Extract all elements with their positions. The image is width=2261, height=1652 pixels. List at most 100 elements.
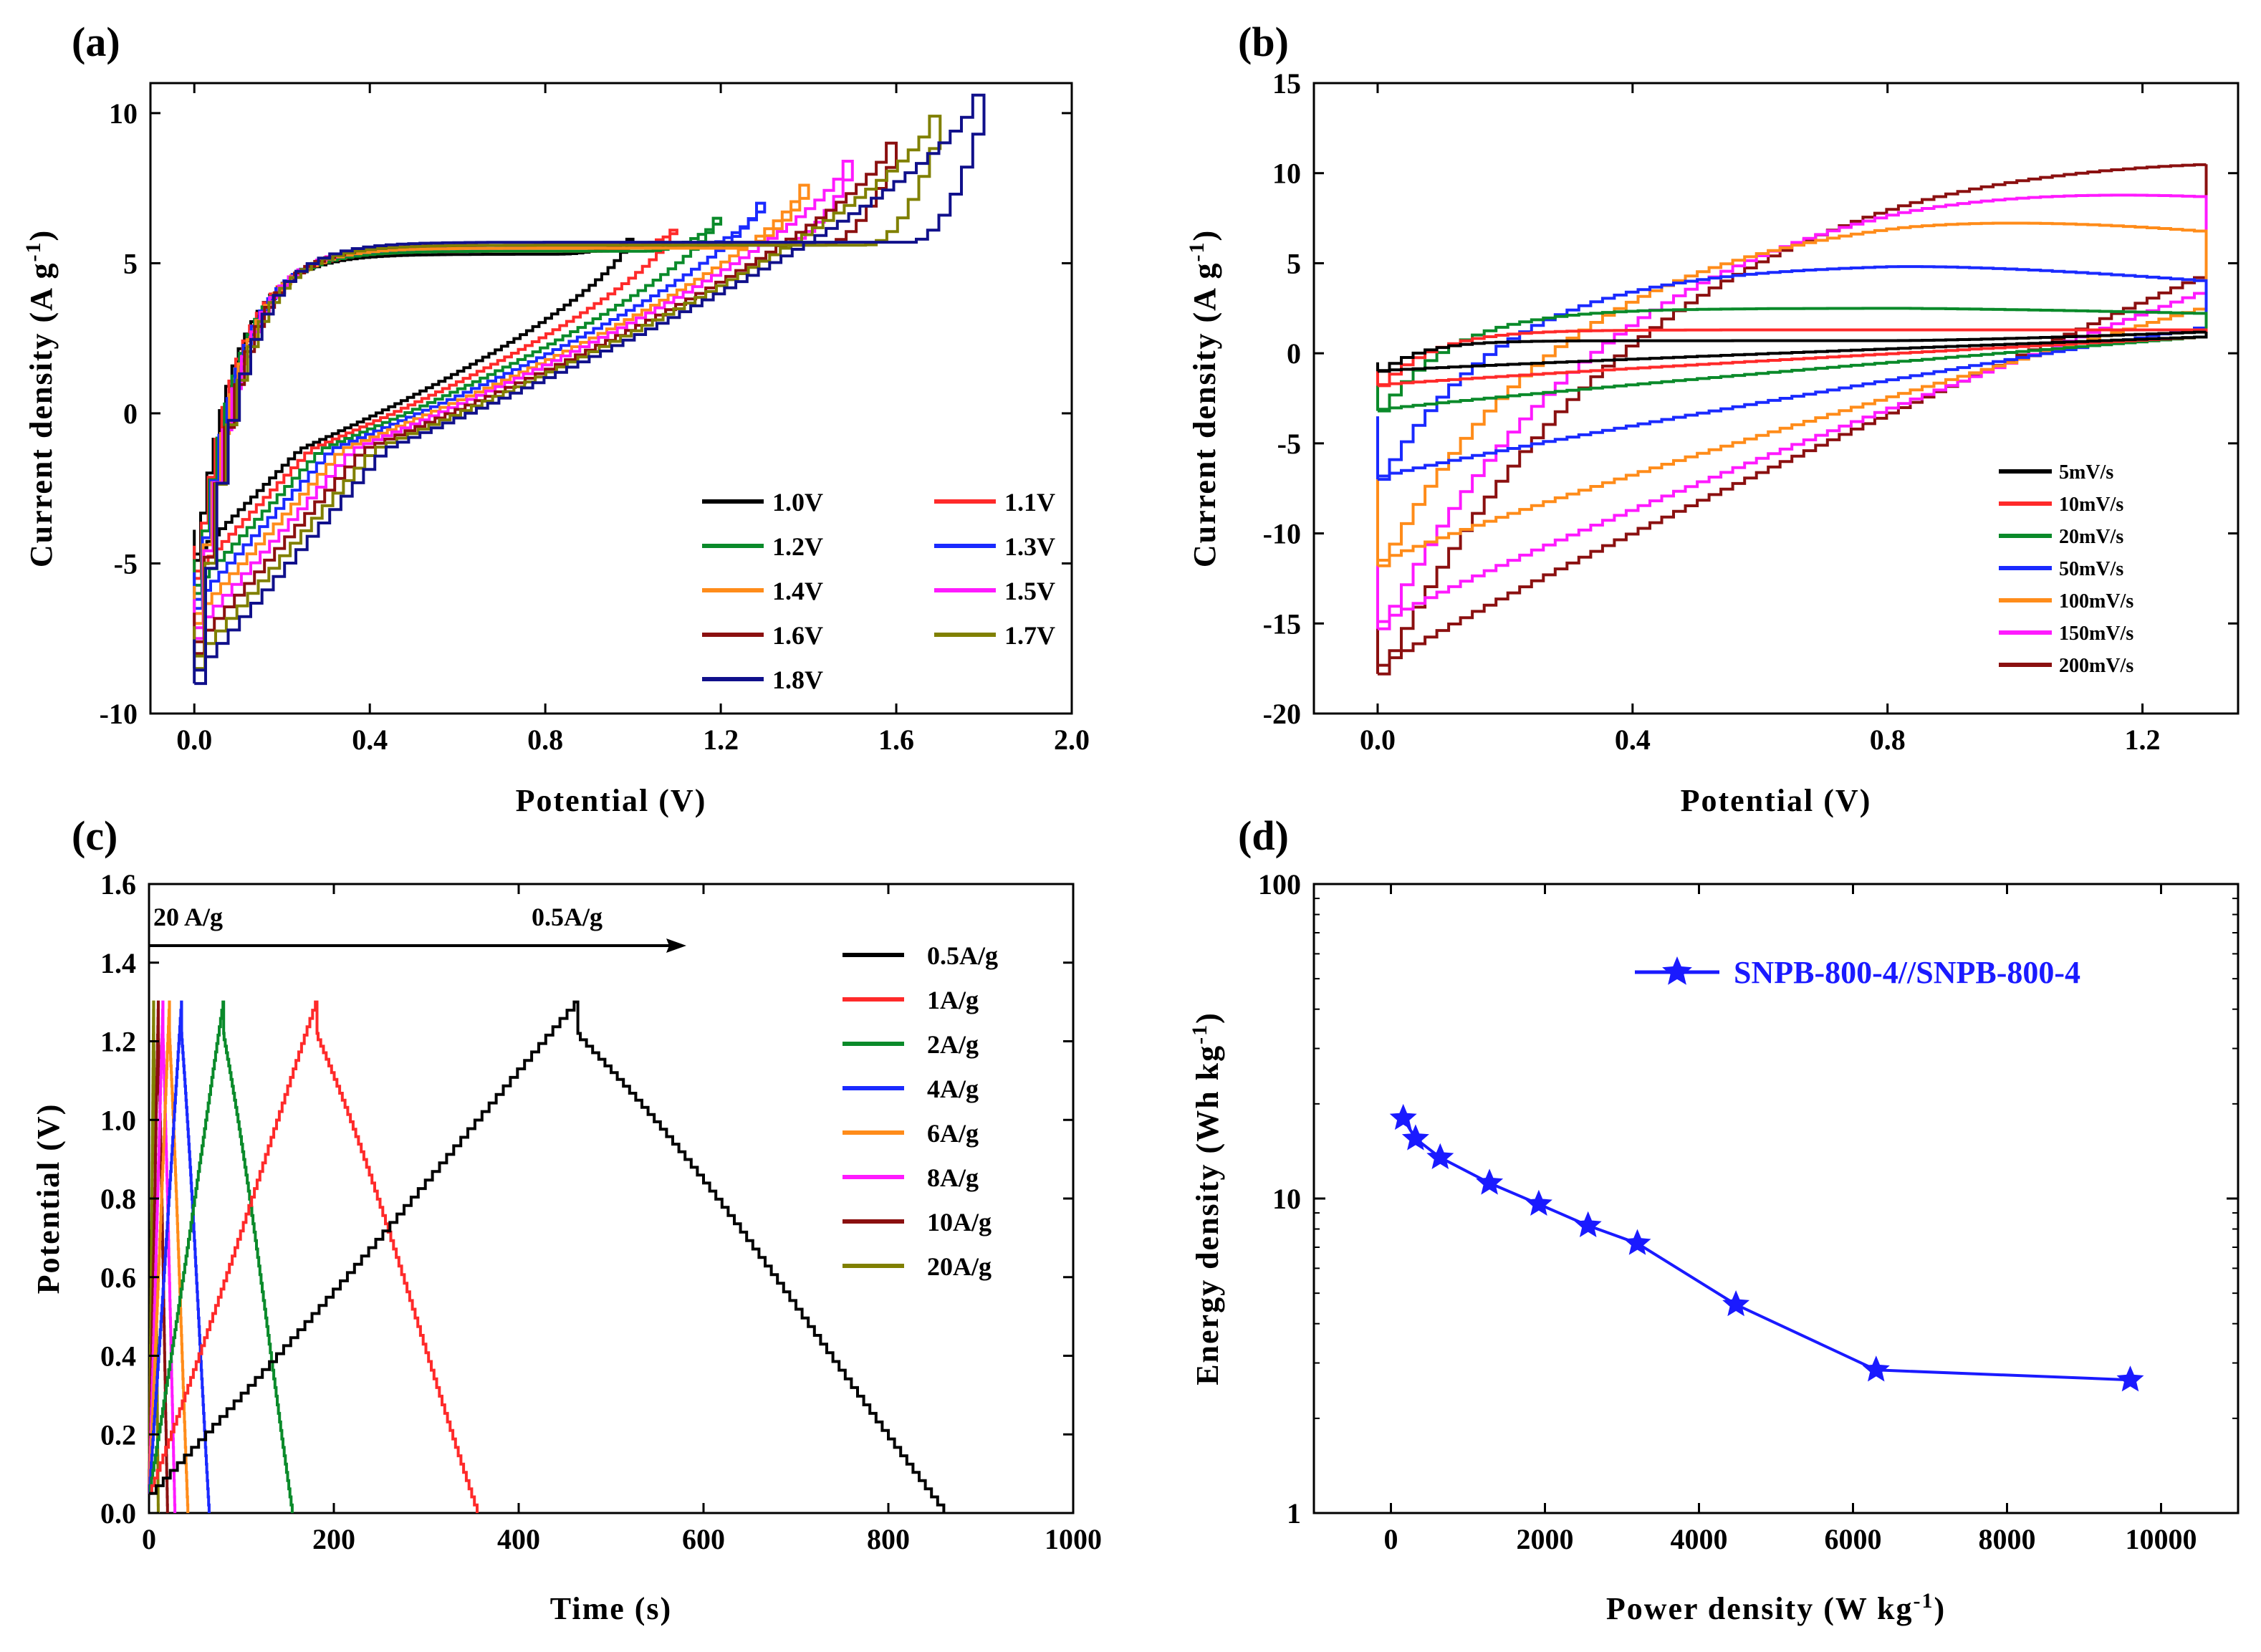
d-xtick-label: 4000 (1671, 1523, 1728, 1555)
curves-a (193, 93, 986, 686)
legend-c: 0.5A/g 1A/g 2A/g 4A/g 6A/g 8A/g 10A/g 20A/g (843, 941, 998, 1281)
annotation-c: 20 A/g 0.5A/g (149, 903, 686, 953)
ragone-star-marker (1862, 1355, 1890, 1382)
legend-label-b: 10mV/s (2059, 494, 2123, 516)
cv-curve-1.0V (193, 237, 635, 562)
ragone-star-marker (1574, 1211, 1602, 1237)
cv-scan-5mV/s (1376, 330, 2208, 373)
a-ytick-label: 0 (123, 398, 138, 430)
cv-curve-1.2V (193, 216, 723, 595)
legend-label-c: 1A/g (927, 986, 979, 1014)
c-xtick-label: 800 (867, 1523, 910, 1555)
a-ytick-label: -10 (100, 698, 138, 730)
legend-label-c: 20A/g (927, 1252, 992, 1281)
b-ytick-label: 15 (1272, 67, 1301, 100)
c-ytick-label: 1.2 (100, 1026, 136, 1058)
x-axis-label-b: Potential (V) (1681, 783, 1872, 818)
gcd-curve-0.5A/g (149, 1000, 946, 1513)
plot-frame-a (149, 82, 1073, 715)
a-xtick-label: 1.6 (878, 724, 914, 756)
d-xtick-label: 0 (1384, 1523, 1398, 1555)
c-ytick-label: 0.2 (100, 1418, 136, 1451)
d-ytick-label: 1 (1287, 1497, 1301, 1529)
b-xtick-label: 0.8 (1870, 724, 1906, 756)
a-xtick-label: 2.0 (1054, 724, 1090, 756)
y-axis-label-d-sup: -1 (1188, 1024, 1211, 1044)
a-xtick-label: 0.8 (527, 724, 563, 756)
y-axis-label-a: Current density (A g-1) (21, 229, 59, 567)
b-ytick-label: 5 (1287, 247, 1301, 279)
a-ytick-label: 10 (109, 97, 138, 130)
y-axis-label-a-main: Current density (A g (24, 262, 59, 568)
c-ytick-label: 1.6 (100, 868, 136, 901)
arrow-head-c (666, 938, 686, 953)
a-xtick-label: 0.0 (176, 724, 212, 756)
c-xtick-label: 0 (142, 1523, 156, 1555)
legend-label-b: 150mV/s (2059, 623, 2133, 645)
y-axis-label-b-main: Current density (A g (1187, 262, 1222, 568)
y-axis-label-a-close: ) (24, 229, 59, 241)
d-xtick-label: 10000 (2126, 1523, 2197, 1555)
x-axis-label-c: Time (s) (550, 1591, 672, 1626)
y-axis-label-a-sup: -1 (21, 241, 45, 262)
a-xtick-label: 0.4 (352, 724, 388, 756)
a-xtick-label: 1.2 (703, 724, 739, 756)
ragone-star-marker (1476, 1168, 1504, 1195)
d-ytick-label: 100 (1258, 868, 1301, 901)
x-axis-label-d-main: Power density (W kg (1606, 1591, 1914, 1626)
ragone-star-marker (1389, 1103, 1417, 1130)
panel-label-a: (a) (72, 19, 120, 65)
ragone-star-marker (1401, 1124, 1429, 1151)
x-axis-label-d: Power density (W kg-1) (1606, 1589, 1946, 1626)
cv-curve-1.8V (193, 93, 986, 686)
d-ytick-label: 10 (1272, 1183, 1301, 1215)
legend-label-a: 1.7V (1004, 621, 1055, 650)
y-axis-label-d: Energy density (Wh kg-1) (1188, 1012, 1225, 1386)
annotation-right-c: 0.5A/g (532, 903, 603, 931)
d-xtick-label: 8000 (1979, 1523, 2036, 1555)
plot-frame-b (1312, 82, 2240, 715)
legend-label-a: 1.1V (1004, 488, 1055, 517)
legend-label-c: 8A/g (927, 1163, 979, 1192)
legend-label-c: 4A/g (927, 1075, 979, 1103)
c-xtick-label: 1000 (1045, 1523, 1102, 1555)
gcd-curve-2A/g (148, 1000, 294, 1513)
legend-label-d: SNPB-800-4//SNPB-800-4 (1734, 955, 2080, 990)
curves-b (1376, 163, 2208, 676)
a-ytick-label: 5 (123, 247, 138, 279)
cv-scan-50mV/s (1376, 265, 2208, 481)
y-axis-label-b-close: ) (1187, 229, 1222, 241)
ragone-star-marker (2116, 1365, 2144, 1392)
panel-d: (d) 0 2000 4000 6000 8000 10000 100 10 1 SNPB-80… (1188, 812, 2240, 1626)
panel-b: (b) 0.0 0.4 0.8 1.2 15 10 5 0 -5 -10 -15 -20 5mV/s 1… (1185, 19, 2240, 818)
y-axis-label-c: Potential (V) (31, 1103, 66, 1295)
legend-d: SNPB-800-4//SNPB-800-4 (1635, 955, 2080, 990)
d-xtick-label: 2000 (1517, 1523, 1574, 1555)
ticks-c: 0 200 400 600 800 1000 1.6 1.4 1.2 1.0 0.8 0.6 0.4 0.… (100, 868, 1102, 1555)
gcd-curve-4A/g (148, 1000, 211, 1513)
legend-label-c: 6A/g (927, 1119, 979, 1148)
panel-label-b: (b) (1238, 19, 1289, 65)
y-axis-label-d-close: ) (1190, 1012, 1225, 1024)
ragone-line (1401, 1117, 2131, 1382)
b-ytick-label: -5 (1277, 428, 1301, 460)
c-xtick-label: 600 (682, 1523, 725, 1555)
ragone-star-marker (1623, 1229, 1651, 1255)
legend-a: 1.0V 1.1V 1.2V 1.3V 1.4V 1.5V 1.6V 1.7V 1.8V (702, 488, 1055, 694)
c-ytick-label: 0.8 (100, 1183, 136, 1215)
ticks-b: 0.0 0.4 0.8 1.2 15 10 5 0 -5 -10 -15 -20 (1263, 67, 2238, 756)
c-ytick-label: 1.0 (100, 1104, 136, 1136)
y-axis-label-b-sup: -1 (1185, 241, 1209, 262)
c-ytick-label: 0.0 (100, 1497, 136, 1529)
y-axis-label-b: Current density (A g-1) (1185, 229, 1222, 567)
legend-label-b: 200mV/s (2059, 655, 2133, 677)
c-xtick-label: 200 (312, 1523, 355, 1555)
plot-frame-c (148, 883, 1075, 1514)
cv-curve-1.5V (193, 160, 854, 640)
legend-label-c: 10A/g (927, 1208, 992, 1236)
gcd-curve-8A/g (148, 1000, 177, 1513)
legend-star-d (1662, 956, 1692, 985)
c-xtick-label: 400 (497, 1523, 540, 1555)
ticks-a: 0.0 0.4 0.8 1.2 1.6 2.0 10 5 0 -5 -10 (100, 83, 1090, 756)
